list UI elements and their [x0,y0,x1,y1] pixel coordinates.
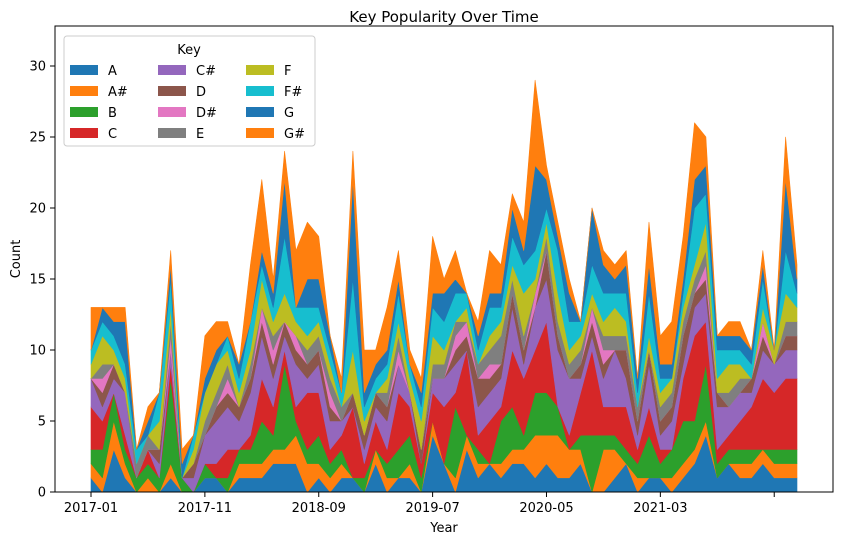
legend-swatch [70,86,98,96]
legend-swatch [158,128,186,138]
y-tick-label: 0 [38,486,46,501]
legend-items: A A# BC C# D D# E F F# G G# [70,64,305,142]
legend-item: D [158,85,206,100]
legend-label: A [108,64,117,79]
x-axis-title: Year [429,521,458,536]
y-tick-label: 25 [29,131,46,146]
x-tick-label: 2019-07 [405,501,459,516]
x-tick-label: 2018-09 [292,501,346,516]
x-tick-label: 2017-11 [178,501,232,516]
legend-swatch [70,107,98,117]
legend-item: E [158,127,204,142]
legend-item: F# [246,85,302,100]
x-tick-label: 2017-01 [64,501,118,516]
legend: Key A A# BC C# D D# E F F# G G# [63,35,316,147]
area-series-g-sharp [90,79,798,464]
legend-swatch [246,107,274,117]
legend-item: G [246,106,294,121]
legend-box [63,35,316,147]
legend-item: D# [158,106,217,121]
x-tick-label: 2020-05 [519,501,573,516]
legend-swatch [246,86,274,96]
legend-swatch [158,65,186,75]
legend-item: G# [246,127,305,142]
legend-label: F# [284,85,302,100]
legend-label: E [196,127,204,142]
legend-swatch [70,128,98,138]
x-axis: 2017-01 2017-11 2018-09 2019-07 2020-05 2021-… [64,492,775,516]
legend-swatch [246,128,274,138]
legend-label: A# [108,85,128,100]
legend-swatch [70,65,98,75]
legend-item: C [70,127,117,142]
legend-label: B [108,106,117,121]
legend-label: C# [196,64,216,79]
legend-item: F [246,64,291,79]
plot-frame [54,25,834,493]
legend-swatch [158,107,186,117]
legend-label: G [284,106,294,121]
legend-label: G# [284,127,305,142]
y-tick-label: 20 [29,202,46,217]
y-axis: 0 5 10 15 20 25 30 [29,60,55,501]
x-tick-label: 2021-03 [633,501,687,516]
legend-label: C [108,127,117,142]
y-tick-label: 30 [29,60,46,75]
y-tick-label: 15 [29,273,46,288]
legend-label: D# [196,106,217,121]
legend-item: A# [70,85,128,100]
legend-item: C# [158,64,216,79]
legend-title: Key [177,43,201,58]
legend-swatch [158,86,186,96]
legend-item: B [70,106,117,121]
legend-item: A [70,64,117,79]
y-axis-title: Count [9,240,24,279]
legend-swatch [246,65,274,75]
y-tick-label: 5 [38,415,46,430]
legend-label: F [284,64,291,79]
legend-label: D [196,85,206,100]
chart-title: Key Popularity Over Time [349,8,538,26]
stacked-areas [90,79,798,493]
y-tick-label: 10 [29,344,46,359]
